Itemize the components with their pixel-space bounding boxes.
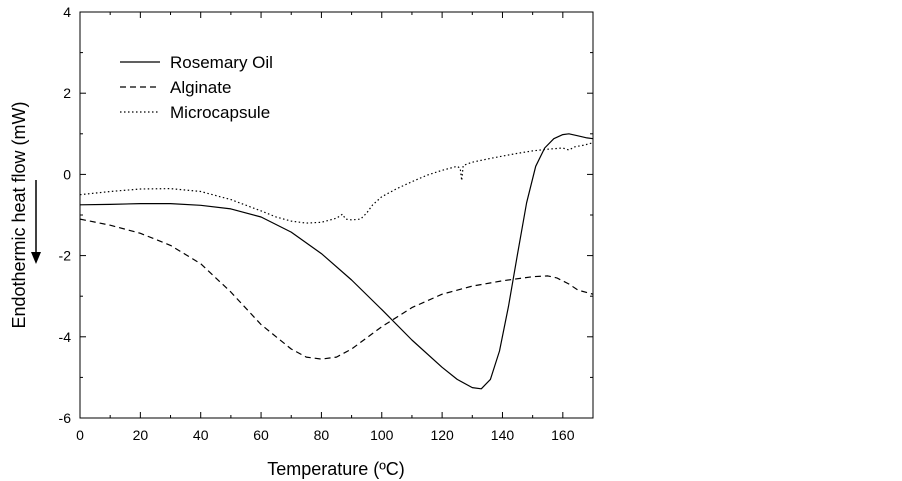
- legend: Rosemary Oil Alginate Microcapsule: [120, 53, 273, 122]
- plot-area: [80, 133, 593, 390]
- x-tick-label: 120: [430, 427, 454, 443]
- y-axis: -6 -4 -2 0 2 4: [59, 4, 593, 426]
- x-tick-label: 140: [491, 427, 515, 443]
- y-tick-label: 0: [63, 166, 71, 182]
- x-tick-label: 80: [314, 427, 330, 443]
- x-axis-label: Temperature (ºC): [267, 459, 405, 479]
- x-tick-label: 100: [370, 427, 394, 443]
- x-tick-label: 40: [193, 427, 209, 443]
- legend-label: Rosemary Oil: [170, 53, 273, 72]
- y-tick-label: -4: [59, 329, 72, 345]
- y-tick-label: 2: [63, 85, 71, 101]
- y-tick-label: -6: [59, 410, 72, 426]
- legend-label: Alginate: [170, 78, 231, 97]
- series-layer: [80, 133, 593, 390]
- series-line-alginate: [80, 218, 593, 360]
- x-tick-label: 0: [76, 427, 84, 443]
- x-tick-label: 60: [253, 427, 269, 443]
- x-axis: 0 20 40 60 80 100 120 140 160: [76, 12, 594, 443]
- endothermic-arrow-icon: [31, 180, 41, 264]
- y-tick-label: 4: [63, 4, 71, 20]
- y-tick-label: -2: [59, 248, 72, 264]
- series-line-rosemary-oil: [80, 133, 593, 390]
- legend-label: Microcapsule: [170, 103, 270, 122]
- series-line-microcapsule: [80, 142, 593, 224]
- x-tick-label: 20: [133, 427, 149, 443]
- x-tick-label: 160: [551, 427, 575, 443]
- y-axis-label: Endothermic heat flow (mW): [9, 101, 29, 328]
